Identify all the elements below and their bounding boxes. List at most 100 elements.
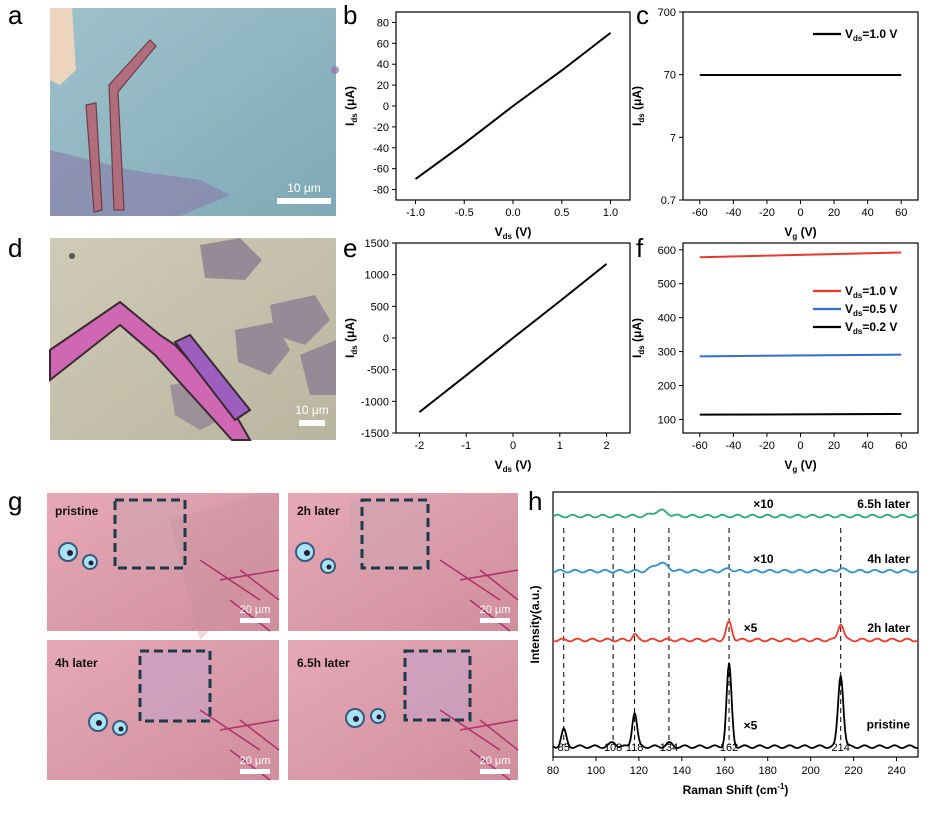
image-label-pristine: pristine xyxy=(55,504,99,518)
y-tick-label-e: 500 xyxy=(371,301,389,313)
micrograph-g-4h: 4h later 20 μm xyxy=(47,640,280,781)
x-tick-label-b: -0.5 xyxy=(455,207,474,219)
spectrum-label-3: 6.5h later xyxy=(857,497,910,511)
image-label-2h: 2h later xyxy=(297,504,340,518)
x-axis-label-f: Vg (V) xyxy=(784,458,816,474)
series-line-f-1 xyxy=(699,353,902,358)
peak-label-108: 108 xyxy=(604,742,622,754)
chart-b: -1.0 -0.5 0.0 0.5 1.0 -80 -60 -40 -20 0 20 40 60 80 Vd… xyxy=(343,11,631,241)
micrograph-g-6_5h: 6.5h later 20 μm xyxy=(288,640,519,781)
spectrum-label-2: 4h later xyxy=(867,552,910,566)
x-tick-label-h: 140 xyxy=(673,765,691,777)
panel-label-c: c xyxy=(636,0,649,30)
x-tick-label-f: 40 xyxy=(862,440,874,452)
spectrum-3 xyxy=(552,508,919,519)
y-tick-label-f: 600 xyxy=(658,245,676,257)
panel-label-h: h xyxy=(528,486,543,516)
legend-label-f-1: Vds=0.5 V xyxy=(845,302,897,318)
x-tick-label-h: 80 xyxy=(547,765,559,777)
scale-bar-d xyxy=(299,420,325,426)
series-line-f-2 xyxy=(699,413,902,416)
micrograph-g-pristine: pristine 20 μm xyxy=(47,493,280,640)
y-tick-label-b: -60 xyxy=(373,164,389,176)
scale-bar-g4 xyxy=(480,769,510,774)
y-axis-label-h: Intensity(a.u.) xyxy=(528,585,542,663)
y-tick-label-c: 70 xyxy=(664,70,676,82)
x-axis-label-e: Vds (V) xyxy=(495,458,532,474)
panel-label-g: g xyxy=(8,486,23,516)
y-tick-label-b: 20 xyxy=(377,80,389,92)
x-tick-label-c: -40 xyxy=(725,207,741,219)
y-tick-label-e: -500 xyxy=(367,365,389,377)
x-tick-label-b: -1.0 xyxy=(406,207,425,219)
y-tick-label-c: 0.7 xyxy=(661,195,676,207)
x-tick-label-c: 60 xyxy=(895,207,907,219)
plot-frame-f xyxy=(682,242,919,434)
x-tick-label-h: 220 xyxy=(844,765,862,777)
chart-f: -60 -40 -20 0 20 40 60 100 200 300 400 500 600 Vg (V)… xyxy=(630,242,919,474)
peak-label-214: 214 xyxy=(832,742,850,754)
y-axis-label-f: Ids (μA) xyxy=(630,318,646,358)
y-tick-label-c: 7 xyxy=(670,132,676,144)
scale-label-d: 10 μm xyxy=(295,403,329,417)
x-tick-label-f: -40 xyxy=(725,440,741,452)
y-tick-label-b: 40 xyxy=(377,59,389,71)
x-tick-label-b: 0.0 xyxy=(505,207,520,219)
series-line-f-0 xyxy=(699,251,902,259)
x-axis-label-h: Raman Shift (cm-1) xyxy=(683,782,789,797)
x-tick-label-c: 0 xyxy=(797,207,803,219)
y-tick-label-e: 1000 xyxy=(365,270,389,282)
series-line-b-0 xyxy=(414,32,612,180)
panel-label-f: f xyxy=(636,233,644,263)
legend-label-f-2: Vds=0.2 V xyxy=(845,320,897,336)
x-tick-label-e: -1 xyxy=(461,440,471,452)
x-axis-label-c: Vg (V) xyxy=(784,225,816,241)
x-tick-label-f: 60 xyxy=(895,440,907,452)
x-tick-label-c: 40 xyxy=(862,207,874,219)
micrograph-a: 10 μm xyxy=(50,8,339,216)
scale-bar-g1 xyxy=(240,618,270,623)
y-tick-label-e: -1500 xyxy=(361,428,389,440)
multiplier-label-2: ×10 xyxy=(753,552,774,566)
x-tick-label-c: -20 xyxy=(759,207,775,219)
x-tick-label-f: 20 xyxy=(828,440,840,452)
plot-frame-h xyxy=(552,491,919,758)
spectrum-label-0: pristine xyxy=(867,718,911,732)
x-tick-label-h: 240 xyxy=(887,765,905,777)
y-axis-label-e: Ids (μA) xyxy=(343,318,359,358)
region-box-4h xyxy=(138,649,212,723)
micrograph-d: 10 μm xyxy=(49,238,336,441)
scale-label-g2: 20 μm xyxy=(480,604,511,616)
y-tick-label-b: 80 xyxy=(377,17,389,29)
x-axis-label-b: Vds (V) xyxy=(495,225,532,241)
multiplier-label-0: ×5 xyxy=(744,718,758,732)
y-tick-label-b: 60 xyxy=(377,38,389,50)
y-tick-label-f: 200 xyxy=(658,381,676,393)
y-tick-label-c: 700 xyxy=(658,7,676,19)
x-tick-label-f: 0 xyxy=(797,440,803,452)
peak-label-85: 85 xyxy=(558,742,570,754)
spectrum-1 xyxy=(552,619,919,643)
spectrum-0 xyxy=(552,662,918,750)
scale-label-g4: 20 μm xyxy=(480,755,511,767)
scale-label-g3: 20 μm xyxy=(240,755,271,767)
image-label-4h: 4h later xyxy=(55,656,98,670)
x-tick-label-h: 120 xyxy=(630,765,648,777)
series-line-e-0 xyxy=(418,263,608,413)
peak-label-118: 118 xyxy=(626,742,644,754)
multiplier-label-3: ×10 xyxy=(753,497,774,511)
multiplier-label-1: ×5 xyxy=(744,621,758,635)
y-tick-label-e: 0 xyxy=(383,333,389,345)
spectrum-2 xyxy=(552,561,919,574)
x-tick-label-f: -20 xyxy=(759,440,775,452)
y-tick-label-b: -40 xyxy=(373,143,389,155)
scale-bar-g2 xyxy=(480,618,510,623)
region-box-6_5h xyxy=(403,649,472,722)
y-tick-label-b: -20 xyxy=(373,122,389,134)
y-tick-label-e: -1000 xyxy=(361,396,389,408)
x-tick-label-h: 100 xyxy=(587,765,605,777)
legend-label-f-0: Vds=1.0 V xyxy=(845,284,897,300)
region-box-pristine xyxy=(113,498,187,570)
x-tick-label-e: 1 xyxy=(557,440,563,452)
